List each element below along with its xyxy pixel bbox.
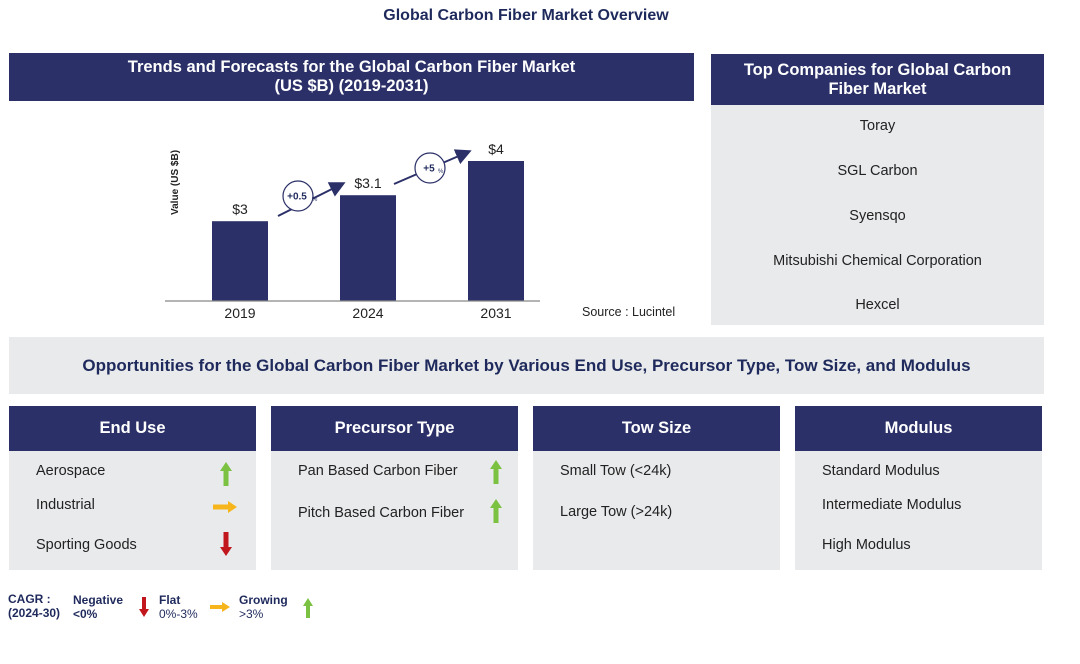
cagr-legend: CAGR : (2024-30) Negative <0% Flat 0%-3%… (8, 592, 328, 632)
flat-arrow-icon (210, 602, 230, 612)
bar (340, 195, 396, 301)
segment-item: Aerospace (36, 463, 106, 479)
legend-growing-label: Growing (239, 593, 288, 607)
segment-header-precursor-type: Precursor Type (271, 406, 518, 451)
company-item: Mitsubishi Chemical Corporation (773, 253, 982, 269)
growth-label: +0.5 (287, 192, 307, 203)
negative-arrow-icon (220, 532, 232, 556)
segment-item: Large Tow (>24k) (560, 504, 673, 520)
legend-negative-range: <0% (73, 607, 98, 621)
segment-item: Small Tow (<24k) (560, 463, 672, 479)
page-title: Global Carbon Fiber Market Overview (383, 7, 669, 24)
segment-body-end-use: Aerospace Industrial Sporting Goods (9, 451, 256, 570)
segment-body-tow-size: Small Tow (<24k) Large Tow (>24k) (533, 451, 780, 570)
growth-circle (414, 152, 446, 184)
growing-arrow-icon (220, 462, 232, 486)
company-item: Toray (859, 118, 896, 134)
growth-label: +5 (423, 164, 435, 175)
segment-item: High Modulus (822, 537, 911, 553)
segment-body-precursor-type: Pan Based Carbon Fiber Pitch Based Carbo… (271, 451, 518, 570)
companies-list: Toray SGL Carbon Syensqo Mitsubishi Chem… (711, 105, 1044, 325)
segment-header-modulus: Modulus (795, 406, 1042, 451)
legend-growing-range: >3% (239, 607, 264, 621)
legend-flat-range: 0%-3% (159, 607, 198, 621)
companies-header-text: Top Companies for Global Carbon Fiber Ma… (743, 60, 1012, 98)
opportunities-banner: Opportunities for the Global Carbon Fibe… (9, 337, 1044, 394)
segment-header-end-use: End Use (9, 406, 256, 451)
segment-item: Sporting Goods (36, 537, 137, 553)
growth-unit: % (438, 169, 444, 175)
segment-header-tow-size: Tow Size (533, 406, 780, 451)
bar-value-label: $4 (488, 141, 504, 157)
bar (468, 161, 524, 301)
companies-header: Top Companies for Global Carbon Fiber Ma… (711, 54, 1044, 105)
source-note: Source : Lucintel (582, 305, 676, 319)
segment-item: Pan Based Carbon Fiber (298, 463, 458, 479)
chart-header-text: Trends and Forecasts for the Global Carb… (127, 58, 576, 95)
chart-header: Trends and Forecasts for the Global Carb… (9, 53, 694, 101)
flat-arrow-icon (213, 501, 237, 513)
growing-arrow-icon (490, 460, 502, 484)
segment-item: Intermediate Modulus (822, 497, 962, 513)
x-tick-label: 2024 (352, 305, 383, 321)
company-item: SGL Carbon (837, 163, 918, 179)
growth-circle (282, 180, 314, 212)
x-tick-label: 2031 (480, 305, 511, 321)
x-tick-label: 2019 (224, 305, 255, 321)
bar-value-label: $3 (232, 201, 248, 217)
legend-flat-label: Flat (159, 593, 181, 607)
segment-item: Industrial (36, 497, 95, 513)
negative-arrow-icon (139, 597, 149, 617)
segment-item: Standard Modulus (822, 463, 940, 479)
growth-unit: % (312, 197, 318, 203)
segment-body-modulus: Standard Modulus Intermediate Modulus Hi… (795, 451, 1042, 570)
growing-arrow-icon (303, 598, 313, 618)
legend-negative-label: Negative (73, 593, 124, 607)
bar-value-label: $3.1 (354, 175, 381, 191)
legend-cagr-label: CAGR : (8, 592, 51, 606)
growing-arrow-icon (490, 499, 502, 523)
legend-period: (2024-30) (8, 606, 61, 620)
segment-item: Pitch Based Carbon Fiber (298, 505, 465, 521)
company-item: Hexcel (855, 297, 900, 313)
y-axis-label: Value (US $B) (170, 149, 181, 215)
company-item: Syensqo (849, 208, 906, 224)
bar (212, 221, 268, 301)
